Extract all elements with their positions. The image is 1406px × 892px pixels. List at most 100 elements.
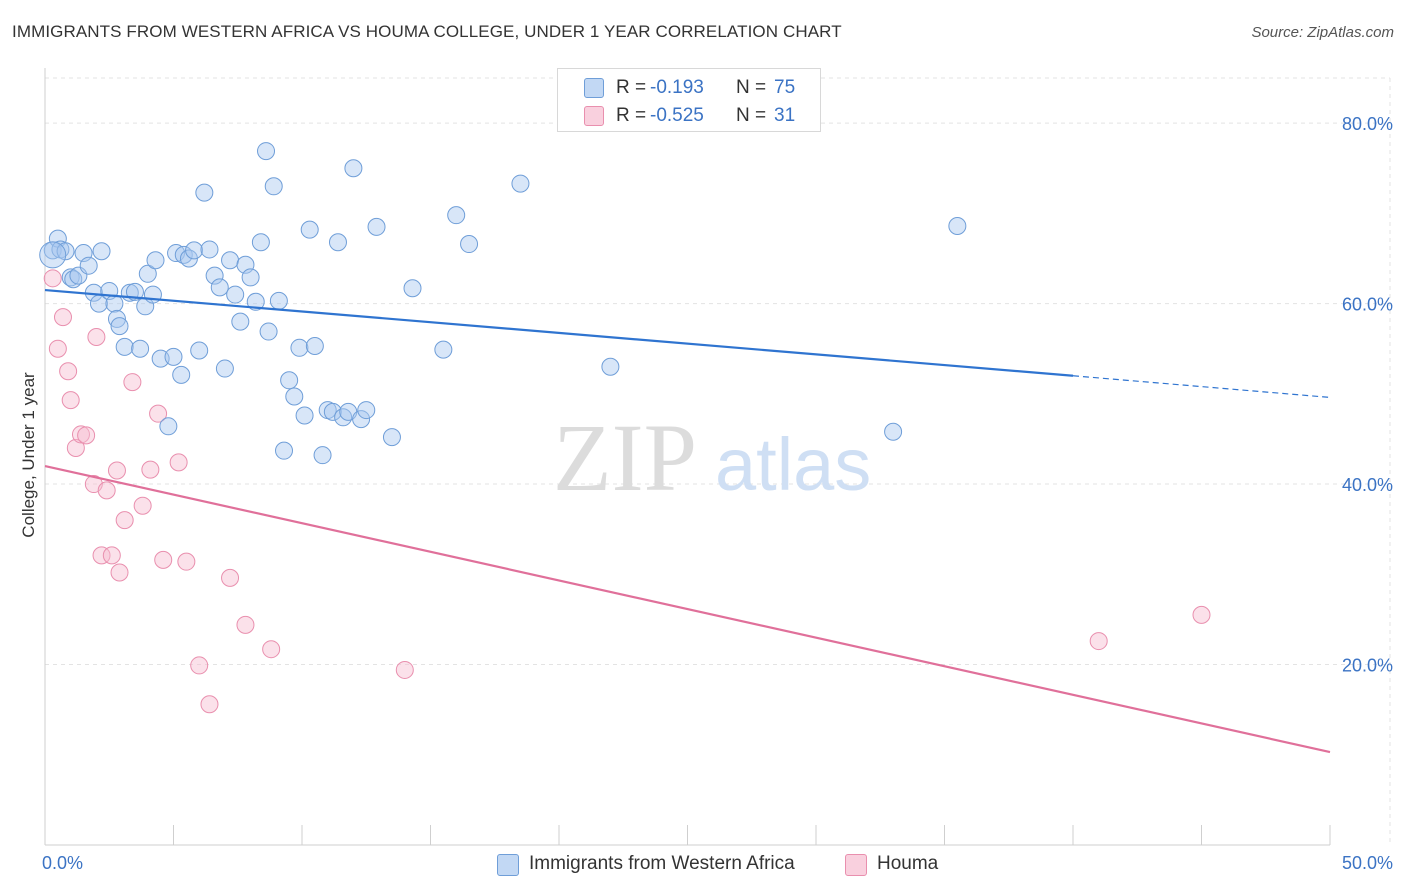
houma-point (92, 546, 111, 565)
legend-r-value: -0.525 (650, 105, 704, 126)
y-tick-label: 40.0% (1342, 475, 1393, 495)
x-tick-label: 0.0% (42, 853, 83, 873)
western-africa-point (195, 183, 214, 202)
legend-n-value: 31 (774, 105, 796, 126)
houma-point (107, 461, 126, 480)
houma-point (141, 460, 160, 479)
houma-point (133, 496, 152, 515)
western-africa-point (403, 279, 422, 298)
western-africa-point (105, 294, 124, 313)
axes (44, 68, 1331, 846)
western-africa-point (511, 174, 530, 193)
western-africa-point (110, 317, 129, 336)
houma-point (177, 552, 196, 571)
legend-row-western-africa: R = -0.193 N = 75 (558, 73, 820, 101)
western-africa-point (164, 347, 183, 366)
houma-point (71, 425, 90, 444)
western-africa-point-cluster (39, 241, 67, 269)
western-africa-point (241, 268, 260, 287)
western-africa-point (460, 235, 479, 254)
western-africa-point (200, 240, 219, 259)
western-africa-point (257, 142, 276, 161)
western-africa-point (138, 264, 157, 283)
legend-label: Houma (877, 853, 939, 874)
western-africa-point (305, 336, 324, 355)
western-africa-point (205, 266, 224, 285)
houma-point (1089, 632, 1108, 651)
legend-swatch-blue (497, 854, 519, 876)
houma-point (123, 373, 142, 392)
western-africa-point (328, 233, 347, 252)
western-africa-point (115, 337, 134, 356)
source-label: Source: ZipAtlas.com (1251, 24, 1394, 41)
watermark: ZIP atlas (553, 404, 871, 511)
houma-point (43, 269, 62, 288)
houma-point (53, 308, 72, 327)
western-africa-point (382, 428, 401, 447)
houma-point (262, 640, 281, 659)
western-africa-point (352, 410, 371, 429)
western-africa-point (226, 285, 245, 304)
western-africa-point (269, 291, 288, 310)
western-africa-point (447, 206, 466, 225)
western-africa-point (884, 422, 903, 441)
western-africa-points (39, 142, 967, 465)
western-africa-point (231, 312, 250, 331)
tick-labels: 20.0% 40.0% 60.0% 80.0% 0.0% 50.0% (42, 114, 1393, 873)
trend-lines (44, 288, 1331, 754)
y-tick-label: 60.0% (1342, 295, 1393, 315)
houma-point (87, 327, 106, 346)
houma-point (110, 563, 129, 582)
houma-point (66, 438, 85, 457)
legend-r-label: R = (616, 77, 647, 98)
western-africa-point (64, 270, 83, 289)
y-tick-label: 80.0% (1342, 114, 1393, 134)
legend-r-label: R = (616, 105, 647, 126)
legend-r-value: -0.193 (650, 77, 704, 98)
houma-point (221, 568, 240, 587)
western-africa-point (174, 245, 193, 264)
legend-n-value: 75 (774, 77, 796, 98)
western-africa-point (434, 340, 453, 359)
western-africa-point (190, 341, 209, 360)
western-africa-point (601, 357, 620, 376)
houma-points (43, 269, 1211, 714)
houma-point (97, 481, 116, 500)
watermark-atlas: atlas (715, 423, 871, 506)
houma-point (61, 391, 80, 410)
houma-point (190, 656, 209, 675)
western-africa-point (146, 251, 165, 270)
houma-point (149, 404, 168, 423)
watermark-zip: ZIP (553, 404, 697, 511)
houma-trend-line (44, 464, 1331, 754)
western-africa-point (61, 268, 80, 287)
correlation-legend: R = -0.193 N = 75 R = -0.525 N = 31 (557, 68, 821, 132)
houma-point (200, 695, 219, 714)
western-africa-point (357, 401, 376, 420)
western-africa-point (290, 338, 309, 357)
western-africa-point (246, 292, 265, 311)
series-legend: Immigrants from Western Africa Houma (0, 852, 1406, 878)
houma-point (115, 511, 134, 530)
houma-point (48, 339, 67, 358)
western-africa-trend-extension (1072, 375, 1331, 399)
western-africa-point (300, 220, 319, 239)
houma-point (395, 660, 414, 679)
western-africa-point (367, 217, 386, 236)
western-africa-point (251, 233, 270, 252)
legend-row-houma: R = -0.525 N = 31 (558, 101, 820, 129)
western-africa-point (334, 408, 353, 427)
western-africa-point (215, 359, 234, 378)
western-africa-trend-line (44, 288, 1074, 377)
y-tick-label: 20.0% (1342, 656, 1393, 676)
western-africa-point (221, 251, 240, 270)
western-africa-point (313, 446, 332, 465)
houma-point (236, 615, 255, 634)
western-africa-point (344, 159, 363, 178)
western-africa-point (131, 339, 150, 358)
x-tick-label: 50.0% (1342, 853, 1393, 873)
houma-point (154, 550, 173, 569)
western-africa-point (259, 322, 278, 341)
western-africa-point (172, 365, 191, 384)
